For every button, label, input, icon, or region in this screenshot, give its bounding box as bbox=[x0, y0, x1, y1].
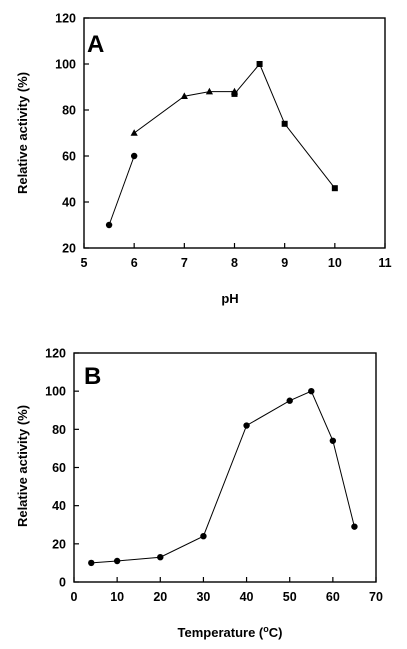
panel-a-y-tick-label: 120 bbox=[55, 12, 76, 26]
panel-a-data-point bbox=[180, 92, 188, 99]
panel-a-series-0-line bbox=[108, 155, 135, 226]
panel-a-y-tick-label: 60 bbox=[62, 150, 76, 164]
panel-a-label: A bbox=[87, 31, 104, 58]
panel-b-x-tick-label: 0 bbox=[71, 590, 78, 604]
panel-b-frame bbox=[73, 352, 377, 583]
panel-a-data-point bbox=[331, 185, 338, 192]
panel-b-x-tick-label: 40 bbox=[240, 590, 254, 604]
panel-a-data-point bbox=[256, 61, 263, 67]
panel-b-x-axis-title-sup: o bbox=[263, 624, 269, 634]
panel-b-y-tick-label: 0 bbox=[59, 576, 66, 590]
panel-a-y-tick-label: 20 bbox=[62, 242, 76, 256]
panel-a-data-point bbox=[205, 87, 214, 95]
panel-b-data-point bbox=[157, 553, 164, 561]
panel-b-y-axis-title: Relative activity (%) bbox=[15, 405, 30, 527]
panel-b-y-tick-label: 100 bbox=[45, 385, 66, 399]
panel-b-data-point bbox=[88, 559, 95, 567]
panel-b-data-point bbox=[113, 557, 121, 565]
panel-a-x-axis-title: pH bbox=[221, 291, 238, 306]
panel-b-y-tick-label: 20 bbox=[52, 537, 66, 551]
panel-a-x-tick-label: 11 bbox=[378, 256, 391, 270]
panel-b-series-0-line bbox=[91, 390, 355, 564]
panel-a-x-tick-label: 10 bbox=[328, 256, 342, 270]
panel-b-data-point bbox=[329, 437, 337, 444]
panel-b-x-tick-label: 60 bbox=[326, 590, 340, 604]
panel-a-x-tick-label: 5 bbox=[81, 256, 88, 270]
panel-a-series-2-line bbox=[234, 63, 336, 189]
panel-b-x-tick-label: 70 bbox=[369, 590, 383, 604]
panel-a-x-tick-label: 6 bbox=[131, 256, 138, 270]
panel-a-data-point bbox=[231, 90, 238, 97]
panel-a-y-tick-label: 100 bbox=[55, 58, 76, 72]
panel-b-data-point bbox=[308, 387, 315, 395]
panel-b-x-tick-label: 20 bbox=[153, 590, 167, 604]
panel-b-x-tick-label: 30 bbox=[196, 590, 210, 604]
panel-b-plot-area: 0 10 20 30 40 50 60 70 0 20 40 60 80 100 120 bbox=[45, 347, 383, 605]
panel-a-data-point bbox=[130, 129, 138, 136]
panel-a-y-axis-title: Relative activity (%) bbox=[15, 72, 30, 194]
panel-b-data-point bbox=[200, 533, 207, 540]
panel-b-y-tick-label: 40 bbox=[52, 499, 66, 513]
panel-a-y-tick-label: 80 bbox=[62, 104, 76, 118]
panel-b-chart: 0 10 20 30 40 50 60 70 0 20 40 60 80 100 120 B Tempera… bbox=[15, 347, 383, 641]
panel-a-data-point bbox=[130, 152, 138, 160]
panel-b-y-tick-label: 120 bbox=[45, 347, 66, 361]
panel-a-x-tick-label: 7 bbox=[181, 256, 188, 270]
panel-b-x-tick-label: 10 bbox=[110, 590, 124, 604]
panel-b-data-point bbox=[286, 397, 293, 404]
panel-a-frame bbox=[83, 17, 386, 249]
panel-b-x-axis-title-suffix: C) bbox=[269, 625, 283, 640]
panel-b-x-axis-title-main: Temperature ( bbox=[178, 625, 264, 640]
panel-a-chart: 5 6 7 8 9 10 11 20 40 60 80 100 120 A pH Relative ac… bbox=[15, 12, 392, 307]
panel-a-x-tick-label: 8 bbox=[231, 256, 238, 270]
panel-a-y-tick-label: 40 bbox=[62, 196, 76, 210]
panel-b-x-axis-title: Temperature (oC) bbox=[178, 624, 283, 640]
panel-a-plot-area: 5 6 7 8 9 10 11 20 40 60 80 100 120 bbox=[55, 12, 392, 271]
panel-b-data-point bbox=[243, 422, 250, 429]
panel-a-data-point bbox=[281, 120, 288, 127]
panel-a-x-tick-label: 9 bbox=[281, 256, 288, 270]
panel-a-series-1-line bbox=[133, 91, 235, 134]
panel-b-x-tick-label: 50 bbox=[283, 590, 297, 604]
panel-b-data-point bbox=[351, 523, 358, 530]
panel-b-label: B bbox=[84, 363, 101, 390]
panel-a-data-point bbox=[105, 221, 113, 229]
panel-b-y-tick-label: 60 bbox=[52, 461, 66, 475]
panel-b-y-tick-label: 80 bbox=[52, 423, 66, 437]
